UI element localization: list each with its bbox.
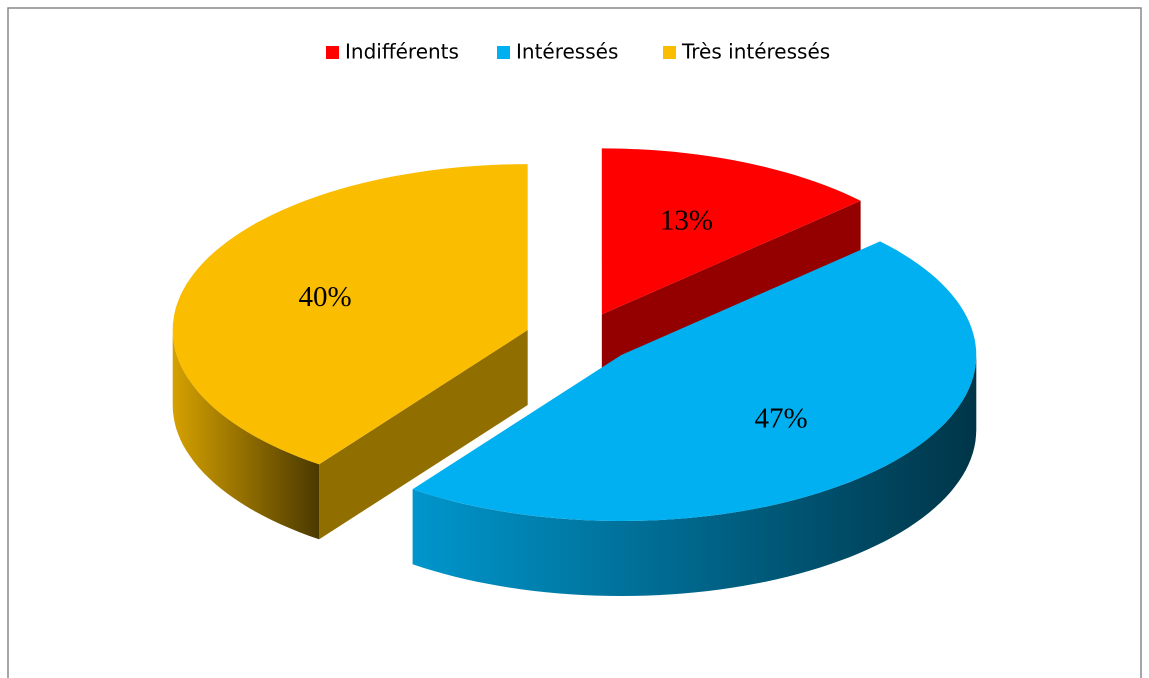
- legend: Indifférents Intéressés Très intéressés: [326, 40, 830, 64]
- data-label: 40%: [299, 281, 352, 313]
- slice-side: [319, 330, 528, 540]
- slice-top: [601, 148, 861, 315]
- legend-label: Indifférents: [345, 40, 459, 64]
- legend-label: Intéressés: [516, 40, 618, 64]
- legend-swatch: [497, 46, 510, 59]
- slice-top: [172, 164, 528, 465]
- slice-top: [412, 241, 977, 521]
- pie-slice: [172, 164, 528, 540]
- pie: 13% 40% 47%: [172, 148, 977, 596]
- slice-edge: [172, 330, 319, 540]
- data-label: 47%: [754, 403, 807, 435]
- pie-slice: [412, 241, 977, 596]
- legend-swatch: [663, 46, 676, 59]
- slice-edge: [412, 355, 977, 596]
- legend-swatch: [326, 46, 339, 59]
- legend-label: Très intéressés: [681, 40, 830, 64]
- data-label: 13%: [660, 205, 713, 237]
